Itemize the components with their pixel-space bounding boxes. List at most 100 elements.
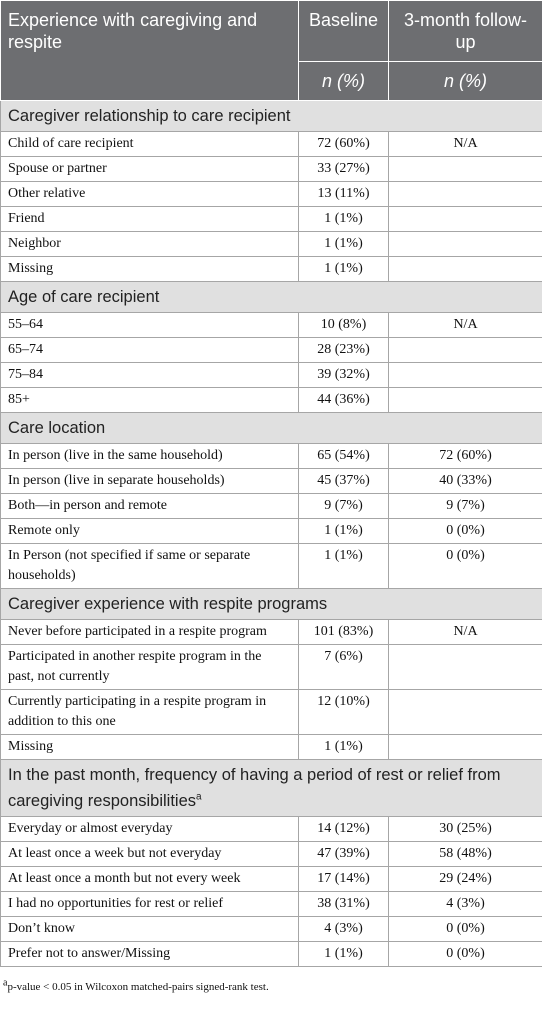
label-cell: I had no opportunities for rest or relie…	[0, 891, 299, 917]
value-cell: 1 (1%)	[298, 231, 389, 257]
label-cell: Other relative	[0, 181, 299, 207]
value-cell: 47 (39%)	[298, 841, 389, 867]
value-cell: 7 (6%)	[298, 644, 389, 690]
label-cell: 75–84	[0, 362, 299, 388]
section-cell: Caregiver experience with respite progra…	[0, 588, 542, 620]
table-row: At least once a month but not every week…	[0, 866, 542, 892]
header-row: Experience with caregiving and respite B…	[0, 0, 542, 101]
table-row: Never before participated in a respite p…	[0, 619, 542, 645]
table-row: Participated in another respite program …	[0, 644, 542, 690]
value-cell	[388, 206, 542, 232]
value-cell: 1 (1%)	[298, 543, 389, 589]
label-cell: Don’t know	[0, 916, 299, 942]
label-cell: Neighbor	[0, 231, 299, 257]
section-cell: Age of care recipient	[0, 281, 542, 313]
value-cell: 1 (1%)	[298, 941, 389, 967]
footnote-marker: a	[196, 791, 202, 803]
value-cell	[388, 256, 542, 282]
table-row: 85+ 44 (36%)	[0, 387, 542, 413]
label-cell: Remote only	[0, 518, 299, 544]
label-cell: Participated in another respite program …	[0, 644, 299, 690]
section-cell: Caregiver relationship to care recipient	[0, 100, 542, 132]
value-cell: 13 (11%)	[298, 181, 389, 207]
value-cell: 14 (12%)	[298, 816, 389, 842]
value-cell: 0 (0%)	[388, 941, 542, 967]
table-row: Remote only 1 (1%) 0 (0%)	[0, 518, 542, 544]
value-cell: 10 (8%)	[298, 312, 389, 338]
value-cell: 28 (23%)	[298, 337, 389, 363]
value-cell: 101 (83%)	[298, 619, 389, 645]
table-row: Friend 1 (1%)	[0, 206, 542, 232]
section-title: Caregiver experience with respite progra…	[8, 595, 328, 613]
label-cell: Child of care recipient	[0, 131, 299, 157]
label-cell: Prefer not to answer/Missing	[0, 941, 299, 967]
table-body: Caregiver relationship to care recipient…	[0, 100, 542, 967]
label-cell: At least once a week but not everyday	[0, 841, 299, 867]
value-cell: 44 (36%)	[298, 387, 389, 413]
value-cell: 29 (24%)	[388, 866, 542, 892]
value-cell: 4 (3%)	[298, 916, 389, 942]
value-cell: 4 (3%)	[388, 891, 542, 917]
value-cell: 9 (7%)	[298, 493, 389, 519]
label-cell: In Person (not specified if same or sepa…	[0, 543, 299, 589]
data-table: Experience with caregiving and respite B…	[0, 0, 542, 967]
label-cell: 55–64	[0, 312, 299, 338]
table-row: Neighbor 1 (1%)	[0, 231, 542, 257]
section-cell: In the past month, frequency of having a…	[0, 759, 542, 817]
table-row: Everyday or almost everyday 14 (12%) 30 (2…	[0, 816, 542, 842]
footnote: ap-value < 0.05 in Wilcoxon matched-pair…	[3, 978, 542, 993]
value-cell: 9 (7%)	[388, 493, 542, 519]
table-row: Spouse or partner 33 (27%)	[0, 156, 542, 182]
value-cell: 38 (31%)	[298, 891, 389, 917]
table-row: Child of care recipient 72 (60%) N/A	[0, 131, 542, 157]
value-cell	[388, 644, 542, 690]
unit-header: n (%)	[298, 61, 389, 101]
value-cell	[388, 362, 542, 388]
unit-header: n (%)	[388, 61, 542, 101]
table-row: Don’t know 4 (3%) 0 (0%)	[0, 916, 542, 942]
value-cell: 0 (0%)	[388, 916, 542, 942]
value-cell: 39 (32%)	[298, 362, 389, 388]
value-cell: 0 (0%)	[388, 543, 542, 589]
value-cell: 30 (25%)	[388, 816, 542, 842]
table-row: In person (live in separate households) 4…	[0, 468, 542, 494]
section-row: In the past month, frequency of having a…	[0, 759, 542, 817]
value-cell: 1 (1%)	[298, 256, 389, 282]
section-cell: Care location	[0, 412, 542, 444]
table-row: Prefer not to answer/Missing 1 (1%) 0 (0%)	[0, 941, 542, 967]
value-cell: 0 (0%)	[388, 518, 542, 544]
value-cell: 1 (1%)	[298, 206, 389, 232]
table-row: Both—in person and remote 9 (7%) 9 (7%)	[0, 493, 542, 519]
value-cell: 1 (1%)	[298, 734, 389, 760]
value-cell: 45 (37%)	[298, 468, 389, 494]
table-row: Currently participating in a respite pro…	[0, 689, 542, 735]
value-cell: 33 (27%)	[298, 156, 389, 182]
table-row: 55–64 10 (8%) N/A	[0, 312, 542, 338]
column-header: Baseline	[298, 0, 389, 62]
label-cell: Both—in person and remote	[0, 493, 299, 519]
value-cell: 1 (1%)	[298, 518, 389, 544]
section-row: Care location	[0, 412, 542, 444]
section-row: Caregiver relationship to care recipient	[0, 100, 542, 132]
column-header: 3-month follow-up	[388, 0, 542, 62]
section-row: Caregiver experience with respite progra…	[0, 588, 542, 620]
label-cell: Missing	[0, 734, 299, 760]
table-row: In Person (not specified if same or sepa…	[0, 543, 542, 589]
value-cell: N/A	[388, 619, 542, 645]
label-cell: Currently participating in a respite pro…	[0, 689, 299, 735]
table-header: Experience with caregiving and respite B…	[0, 0, 542, 101]
value-cell: 40 (33%)	[388, 468, 542, 494]
value-cell: 17 (14%)	[298, 866, 389, 892]
value-cell	[388, 734, 542, 760]
section-title: Care location	[8, 419, 106, 437]
value-cell: 58 (48%)	[388, 841, 542, 867]
section-title: In the past month, frequency of having a…	[8, 766, 501, 810]
value-cell	[388, 337, 542, 363]
column-header: Experience with caregiving and respite	[0, 0, 299, 101]
section-title: Age of care recipient	[8, 288, 160, 306]
value-cell	[388, 231, 542, 257]
table-row: In person (live in the same household) 65…	[0, 443, 542, 469]
table-row: At least once a week but not everyday 47 …	[0, 841, 542, 867]
label-cell: Spouse or partner	[0, 156, 299, 182]
value-cell: N/A	[388, 131, 542, 157]
